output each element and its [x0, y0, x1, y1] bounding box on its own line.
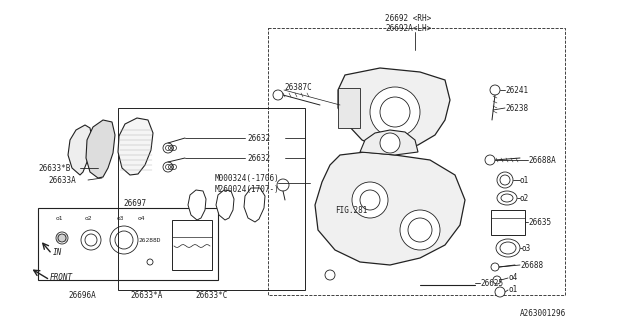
- Circle shape: [490, 85, 500, 95]
- Polygon shape: [244, 188, 265, 222]
- Circle shape: [115, 231, 133, 249]
- Circle shape: [400, 210, 440, 250]
- Text: 26633*B: 26633*B: [38, 164, 70, 172]
- Bar: [38, 208, 218, 280]
- Text: o2: o2: [520, 194, 529, 203]
- Text: IN: IN: [53, 247, 62, 257]
- Polygon shape: [118, 118, 153, 175]
- Circle shape: [500, 175, 510, 185]
- Ellipse shape: [496, 239, 520, 257]
- Polygon shape: [216, 190, 234, 220]
- Text: o3: o3: [522, 244, 531, 252]
- Bar: [338, 88, 360, 128]
- Bar: [172, 220, 212, 270]
- Text: FIG.281: FIG.281: [335, 205, 367, 214]
- Circle shape: [370, 87, 420, 137]
- Bar: [491, 210, 525, 235]
- Circle shape: [277, 179, 289, 191]
- Circle shape: [360, 190, 380, 210]
- Text: o2: o2: [85, 215, 93, 220]
- Polygon shape: [315, 152, 465, 265]
- Text: 26238: 26238: [505, 103, 528, 113]
- Circle shape: [325, 270, 335, 280]
- Text: 26633*C: 26633*C: [195, 291, 227, 300]
- Text: 26688: 26688: [520, 260, 543, 269]
- Text: M000324(-1706): M000324(-1706): [215, 173, 280, 182]
- Text: 26635: 26635: [528, 218, 551, 227]
- Circle shape: [58, 234, 66, 242]
- Circle shape: [380, 97, 410, 127]
- Circle shape: [352, 182, 388, 218]
- Circle shape: [408, 218, 432, 242]
- Text: o1: o1: [56, 215, 63, 220]
- Text: 26625: 26625: [480, 278, 503, 287]
- Bar: [268, 28, 565, 295]
- Text: 26632: 26632: [247, 154, 270, 163]
- Polygon shape: [360, 130, 418, 155]
- Circle shape: [495, 287, 505, 297]
- Text: FRONT: FRONT: [50, 274, 73, 283]
- Text: 26632: 26632: [247, 133, 270, 142]
- Ellipse shape: [497, 191, 517, 205]
- Polygon shape: [68, 125, 92, 175]
- Text: 26633A: 26633A: [48, 175, 76, 185]
- Text: o4: o4: [508, 274, 517, 283]
- Text: o4: o4: [138, 215, 145, 220]
- Text: M260024(1707-): M260024(1707-): [215, 185, 280, 194]
- Circle shape: [163, 162, 173, 172]
- Circle shape: [85, 234, 97, 246]
- Text: 26387C: 26387C: [284, 83, 312, 92]
- Circle shape: [56, 232, 68, 244]
- Text: o3: o3: [117, 215, 125, 220]
- Text: 26692A<LH>: 26692A<LH>: [385, 23, 431, 33]
- Ellipse shape: [501, 194, 513, 202]
- Text: o1: o1: [520, 175, 529, 185]
- Circle shape: [380, 133, 400, 153]
- Circle shape: [273, 90, 283, 100]
- Text: 26241: 26241: [505, 85, 528, 94]
- Text: 26688A: 26688A: [528, 156, 556, 164]
- Polygon shape: [188, 190, 206, 220]
- Circle shape: [163, 143, 173, 153]
- Text: 26696A: 26696A: [68, 291, 96, 300]
- Circle shape: [491, 263, 499, 271]
- Circle shape: [493, 276, 501, 284]
- Text: 26288D: 26288D: [138, 237, 161, 243]
- Text: 26633*A: 26633*A: [130, 291, 163, 300]
- Text: o1: o1: [508, 285, 517, 294]
- Circle shape: [497, 172, 513, 188]
- Text: 26692 <RH>: 26692 <RH>: [385, 13, 431, 22]
- Text: 26697: 26697: [124, 198, 147, 207]
- Polygon shape: [338, 68, 450, 150]
- Circle shape: [485, 155, 495, 165]
- Circle shape: [110, 226, 138, 254]
- Polygon shape: [86, 120, 115, 178]
- Bar: [118, 108, 305, 290]
- Text: A263001296: A263001296: [520, 308, 566, 317]
- Circle shape: [147, 259, 153, 265]
- Circle shape: [81, 230, 101, 250]
- Ellipse shape: [500, 242, 516, 254]
